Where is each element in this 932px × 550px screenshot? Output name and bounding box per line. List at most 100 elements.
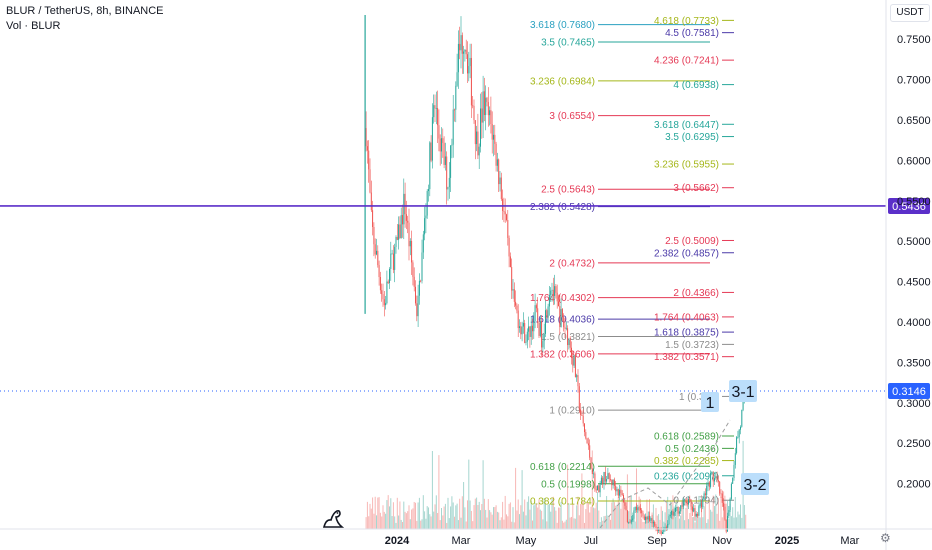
candle-body — [706, 486, 708, 496]
candle-body — [528, 326, 530, 332]
y-tick-label: 0.5500 — [897, 196, 931, 208]
volume-bar — [625, 502, 627, 529]
last-price-tag — [888, 383, 930, 400]
candle-body — [433, 105, 435, 118]
candle-body — [569, 339, 571, 348]
volume-bar — [478, 501, 480, 529]
candle-body — [537, 308, 539, 323]
candle-body — [483, 91, 485, 116]
candle-body — [381, 290, 383, 295]
tradingview-logo-icon[interactable] — [322, 507, 344, 529]
candle-body — [457, 43, 459, 73]
volume-bar — [417, 502, 419, 529]
candle-body — [678, 511, 680, 514]
candle-body — [630, 519, 632, 523]
candle-body — [485, 97, 487, 116]
volume-bar — [711, 511, 713, 529]
volume-bar — [383, 511, 385, 529]
candle-body — [533, 320, 535, 332]
settings-gear-icon[interactable]: ⚙ — [880, 531, 891, 545]
volume-bar — [460, 517, 462, 529]
volume-bar — [710, 509, 712, 529]
candle-body — [733, 464, 735, 478]
candle-body — [717, 480, 719, 482]
candle-body — [503, 210, 505, 212]
candle-body — [473, 105, 475, 121]
volume-bar — [716, 513, 718, 529]
candle-body — [625, 505, 627, 511]
volume-bar — [689, 513, 691, 529]
candle-body — [646, 516, 648, 520]
volume-bar — [542, 519, 544, 529]
volume-bar — [595, 502, 597, 529]
volume-bar — [673, 506, 675, 529]
candle-body — [590, 457, 592, 469]
candle-body — [369, 169, 371, 193]
candle-body — [530, 325, 532, 337]
volume-bar — [646, 499, 648, 529]
annotations: 1 3-1 3-2 — [701, 380, 769, 495]
candle-body — [377, 250, 379, 266]
candle-body — [538, 322, 540, 336]
candle-body — [424, 218, 426, 235]
volume-bar — [554, 507, 556, 529]
candle-body — [652, 522, 654, 524]
volume-bar — [642, 522, 644, 529]
volume-bar — [485, 509, 487, 529]
candle-body — [615, 485, 617, 492]
candle-body — [452, 109, 454, 145]
volume-bar — [405, 513, 407, 529]
volume-bar — [369, 503, 371, 529]
candle-body — [674, 507, 676, 512]
volume-bar — [409, 519, 411, 529]
volume-bar — [461, 496, 463, 529]
volume-bar — [416, 520, 418, 529]
candle-body — [643, 516, 645, 520]
volume-bar — [656, 515, 658, 529]
candle-body — [561, 309, 563, 317]
candle-body — [450, 145, 452, 178]
candle-body — [737, 437, 739, 438]
candle-body — [560, 309, 562, 327]
candle-body — [495, 143, 497, 166]
volume-bar — [390, 498, 392, 529]
y-tick-label: 0.4000 — [897, 317, 931, 329]
volume-bar — [524, 499, 526, 529]
fib-left-label: 1.764 (0.4302) — [530, 293, 595, 304]
volume-bar — [719, 520, 721, 529]
volume-bar — [687, 519, 689, 529]
candle-body — [396, 236, 398, 240]
volume-bar — [459, 498, 461, 529]
candle-body — [741, 409, 743, 427]
candle-body — [739, 426, 741, 430]
candle-body — [446, 156, 448, 190]
volume-bar — [560, 501, 562, 529]
volume-bar — [522, 511, 524, 529]
candle-body — [582, 415, 584, 424]
candle-body — [585, 432, 587, 439]
candle-body — [665, 527, 667, 529]
volume-bar — [737, 511, 739, 529]
volume-bar — [503, 519, 505, 529]
candle-body — [411, 240, 413, 263]
volume-bar — [704, 498, 706, 529]
currency-button[interactable]: USDT — [890, 4, 930, 22]
volume-bar — [474, 498, 476, 529]
line-price-tag — [888, 197, 930, 214]
volume-bar — [508, 503, 510, 529]
candle-body — [425, 215, 427, 219]
candle-body — [559, 306, 561, 327]
x-tick-label: 2025 — [775, 535, 799, 547]
candle-body — [554, 286, 556, 296]
volume-bar — [517, 499, 519, 529]
volume-bar — [674, 516, 676, 529]
fib-right-label: 3.618 (0.6447) — [654, 120, 719, 131]
volume-bar — [577, 496, 579, 529]
volume-bar — [551, 499, 553, 529]
candle-body — [442, 138, 444, 143]
candle-body — [548, 294, 550, 307]
volume-bar — [661, 510, 663, 529]
candle-body — [453, 109, 455, 111]
candle-body — [702, 500, 704, 508]
